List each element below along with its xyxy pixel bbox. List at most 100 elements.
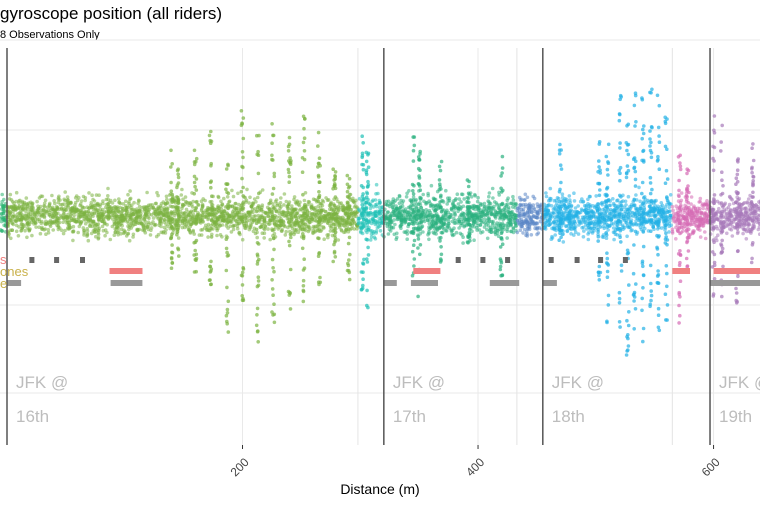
data-point (415, 233, 420, 237)
data-point (257, 133, 261, 138)
data-point (270, 278, 274, 282)
data-point (505, 227, 509, 231)
data-point (398, 224, 403, 228)
data-point (374, 182, 379, 187)
data-point (324, 196, 328, 200)
data-point (754, 205, 759, 209)
data-point (730, 198, 734, 202)
data-point (42, 212, 46, 216)
data-point (529, 216, 534, 220)
data-point (511, 194, 515, 199)
data-point (282, 210, 287, 215)
data-point (1, 204, 6, 208)
data-point (318, 180, 322, 184)
data-point (543, 217, 547, 221)
data-point (302, 257, 307, 262)
data-point (572, 191, 576, 195)
data-point (169, 210, 174, 214)
data-point (452, 226, 456, 230)
data-point (169, 180, 173, 185)
data-point (347, 195, 352, 200)
data-point (681, 216, 685, 221)
data-point (519, 217, 524, 222)
data-point (293, 214, 298, 219)
data-point (705, 205, 710, 209)
data-point (271, 313, 275, 317)
data-point (481, 220, 485, 224)
data-point (192, 232, 196, 236)
data-point (388, 204, 392, 209)
data-point (70, 230, 75, 234)
data-point (445, 208, 449, 213)
data-point (262, 216, 267, 221)
data-point (209, 235, 214, 239)
data-point (7, 205, 12, 209)
data-point (125, 213, 129, 218)
data-point (365, 288, 369, 293)
data-point (573, 206, 578, 210)
data-point (506, 205, 511, 210)
data-point (526, 227, 530, 231)
data-point (283, 224, 287, 229)
data-point (275, 202, 279, 206)
data-point (322, 226, 326, 230)
data-point (209, 212, 214, 217)
data-point (361, 163, 366, 167)
data-point (121, 202, 126, 206)
data-point (300, 246, 305, 251)
data-point (229, 230, 234, 234)
data-point (271, 133, 275, 138)
data-point (175, 195, 179, 199)
data-point (136, 201, 140, 206)
data-point (292, 232, 296, 237)
data-point (192, 253, 196, 257)
data-point (366, 305, 370, 310)
data-point (14, 223, 19, 228)
data-points (0, 87, 760, 357)
data-point (398, 218, 403, 222)
data-point (366, 211, 371, 215)
data-point (120, 209, 125, 213)
data-point (28, 227, 32, 231)
data-point (297, 203, 302, 208)
data-point (676, 217, 681, 222)
data-point (272, 247, 276, 252)
data-point (509, 222, 513, 227)
data-point (523, 192, 528, 197)
data-point (169, 148, 173, 153)
data-point (219, 199, 223, 204)
data-point (119, 232, 123, 236)
data-point (662, 210, 666, 214)
data-point (366, 184, 370, 189)
data-point (484, 208, 488, 213)
data-point (756, 227, 760, 232)
data-point (561, 232, 565, 236)
data-point (165, 211, 169, 216)
data-point (107, 204, 112, 209)
data-point (366, 152, 370, 157)
data-point (268, 237, 273, 242)
data-point (730, 234, 735, 238)
data-point (170, 217, 174, 221)
data-point (132, 200, 136, 205)
data-point (517, 212, 521, 217)
data-point (360, 155, 365, 160)
data-point (365, 260, 370, 264)
data-point (530, 210, 534, 215)
data-point (474, 211, 478, 216)
data-point (343, 230, 348, 234)
data-point (24, 196, 29, 200)
data-point (391, 197, 396, 201)
data-point (128, 189, 132, 193)
data-point (601, 224, 606, 229)
data-point (206, 217, 210, 222)
data-point (224, 268, 229, 273)
data-point (374, 229, 379, 233)
data-point (699, 223, 703, 227)
data-point (257, 257, 261, 262)
data-point (255, 329, 260, 334)
data-point (193, 257, 198, 262)
data-point (402, 218, 406, 222)
data-point (590, 222, 595, 226)
data-point (290, 204, 294, 208)
